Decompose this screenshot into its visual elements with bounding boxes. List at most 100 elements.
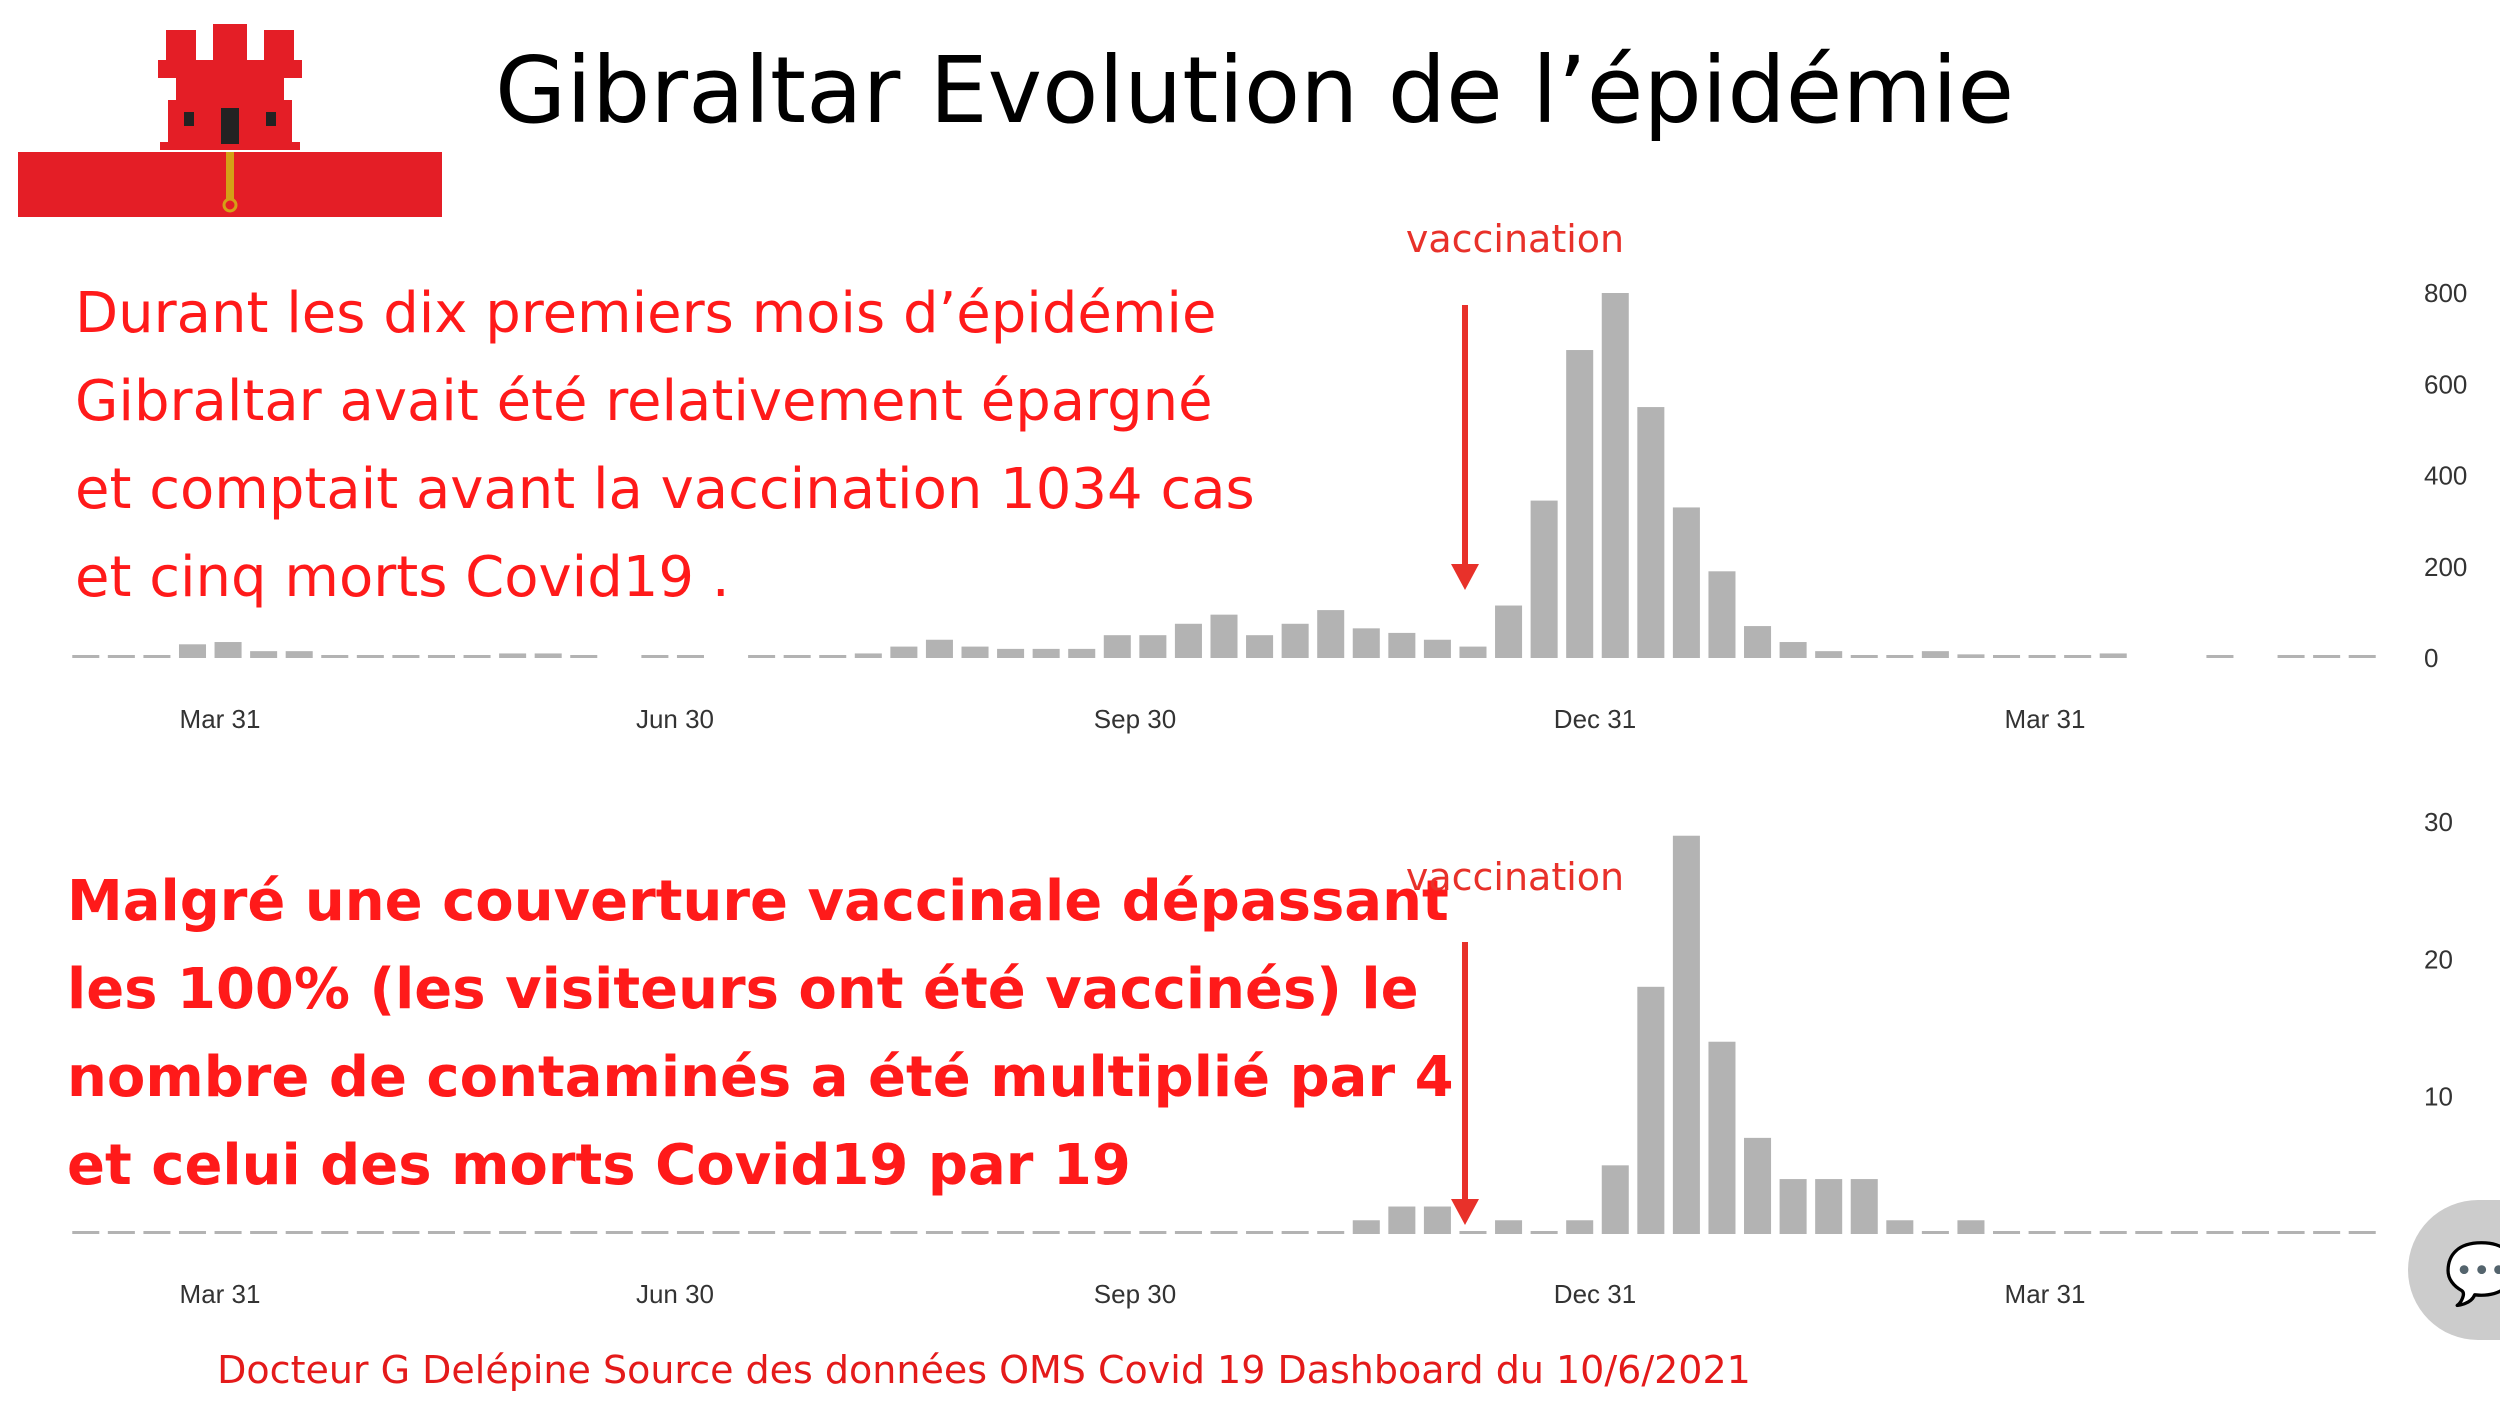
bar bbox=[1779, 642, 1807, 658]
summary-line: les 100% (les visiteurs ont été vaccinés… bbox=[67, 957, 1419, 1022]
bar bbox=[107, 655, 135, 658]
y-tick-label: 800 bbox=[2424, 278, 2467, 308]
bar bbox=[1317, 1231, 1345, 1234]
bar bbox=[1921, 1231, 1949, 1234]
y-tick-label: 0 bbox=[2424, 643, 2438, 673]
summary-line: Malgré une couverture vaccinale dépassan… bbox=[67, 869, 1449, 934]
bar bbox=[1495, 1220, 1523, 1234]
y-tick-label: 20 bbox=[2424, 944, 2453, 974]
y-tick-label: 10 bbox=[2424, 1082, 2453, 1112]
bar bbox=[1744, 626, 1772, 658]
bar bbox=[356, 655, 384, 658]
bar bbox=[356, 1231, 384, 1234]
bar bbox=[1174, 1231, 1202, 1234]
bar bbox=[1281, 623, 1309, 658]
bar bbox=[2028, 1231, 2056, 1234]
bar bbox=[1850, 655, 1878, 658]
bar bbox=[1281, 1231, 1309, 1234]
bar bbox=[1530, 500, 1558, 658]
cases-chart: Mar 31 Jun 30 Sep 30 Dec 31 Mar 31 800 600 400 2… bbox=[0, 200, 2500, 760]
summary-before-vaccination: Durant les dix premiers mois d’épidémie … bbox=[75, 270, 1255, 622]
bar bbox=[1174, 623, 1202, 658]
bar bbox=[499, 653, 527, 658]
cases-chart-svg: Mar 31 Jun 30 Sep 30 Dec 31 Mar 31 800 600 400 2… bbox=[72, 217, 2467, 734]
bar bbox=[1139, 635, 1167, 658]
bar bbox=[1139, 1231, 1167, 1234]
bar bbox=[1068, 1231, 1096, 1234]
vaccination-arrow-head bbox=[1451, 564, 1479, 590]
bar bbox=[2277, 1231, 2305, 1234]
bar bbox=[1103, 635, 1131, 658]
bar bbox=[748, 655, 776, 658]
bar bbox=[214, 642, 242, 658]
bar bbox=[1637, 986, 1665, 1234]
y-tick-label: 30 bbox=[2424, 807, 2453, 837]
bar bbox=[2348, 1231, 2376, 1234]
bar bbox=[1388, 1206, 1416, 1234]
bar bbox=[427, 1231, 455, 1234]
page-title: Gibraltar Evolution de l’épidémie bbox=[495, 37, 2015, 144]
bar bbox=[285, 1231, 313, 1234]
bar bbox=[1993, 655, 2021, 658]
bar bbox=[72, 655, 100, 658]
bar bbox=[534, 653, 562, 658]
bar bbox=[1246, 1231, 1274, 1234]
bar bbox=[1708, 1041, 1736, 1234]
bar bbox=[107, 1231, 135, 1234]
bar bbox=[819, 655, 847, 658]
y-tick-label: 400 bbox=[2424, 461, 2467, 491]
bar bbox=[1957, 654, 1985, 658]
bar bbox=[2099, 653, 2127, 658]
bar bbox=[178, 1231, 207, 1234]
bar bbox=[1850, 1179, 1878, 1234]
bar bbox=[2313, 1231, 2341, 1234]
bar bbox=[250, 651, 278, 658]
bar bbox=[2206, 1231, 2234, 1234]
bar bbox=[1423, 1206, 1451, 1234]
bar bbox=[570, 1231, 598, 1234]
bar bbox=[1246, 635, 1274, 658]
bar bbox=[961, 646, 989, 658]
bar bbox=[641, 1231, 669, 1234]
y-tick-label: 600 bbox=[2424, 369, 2467, 399]
bar bbox=[1921, 651, 1949, 658]
bar bbox=[570, 655, 598, 658]
x-tick-label: Sep 30 bbox=[1094, 1279, 1176, 1309]
vaccination-arrow-head bbox=[1451, 1199, 1479, 1225]
bar bbox=[1352, 1220, 1380, 1234]
bar bbox=[534, 1231, 562, 1234]
bar bbox=[783, 1231, 811, 1234]
bar bbox=[2206, 655, 2234, 658]
x-tick-label: Mar 31 bbox=[180, 1279, 261, 1309]
summary-line: nombre de contaminés a été multiplié par… bbox=[67, 1045, 1454, 1110]
bar bbox=[1352, 628, 1380, 658]
bar bbox=[178, 644, 207, 658]
bar bbox=[392, 655, 420, 658]
vaccination-label: vaccination bbox=[1406, 855, 1624, 899]
bar bbox=[783, 655, 811, 658]
bar bbox=[1886, 1220, 1914, 1234]
x-tick-label: Dec 31 bbox=[1554, 1279, 1636, 1309]
bar bbox=[2135, 1231, 2163, 1234]
summary-line: et cinq morts Covid19 . bbox=[75, 545, 730, 610]
bar bbox=[1601, 1165, 1629, 1234]
bar bbox=[321, 655, 349, 658]
bar bbox=[925, 1231, 953, 1234]
x-tick-label: Mar 31 bbox=[2005, 704, 2086, 734]
bar bbox=[1957, 1220, 1985, 1234]
chat-icon: 💬 bbox=[2444, 1239, 2500, 1309]
bar bbox=[1601, 293, 1629, 658]
bar bbox=[1566, 350, 1594, 658]
x-tick-label: Mar 31 bbox=[2005, 1279, 2086, 1309]
bar bbox=[463, 1231, 491, 1234]
bar bbox=[1744, 1137, 1772, 1234]
bar bbox=[427, 655, 455, 658]
bar bbox=[463, 655, 491, 658]
bar bbox=[1672, 507, 1700, 658]
bar bbox=[72, 1231, 100, 1234]
bar bbox=[1210, 1231, 1238, 1234]
bar bbox=[499, 1231, 527, 1234]
x-tick-label: Mar 31 bbox=[180, 704, 261, 734]
